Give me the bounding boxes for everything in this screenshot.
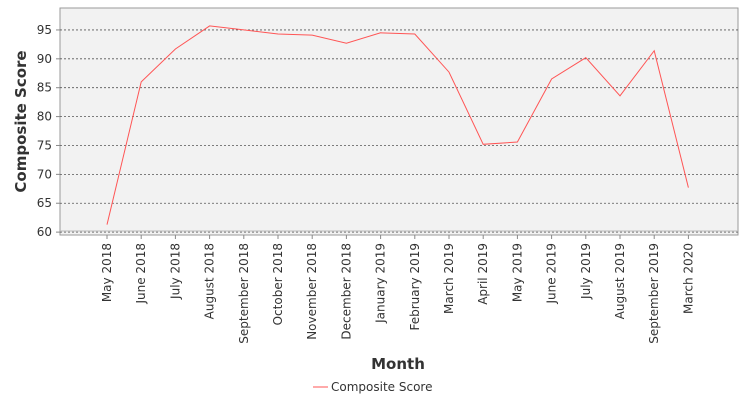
plot-background [59,7,739,236]
y-tick-label: 90 [37,52,52,66]
x-tick-label: June 2019 [545,243,559,305]
gridlines [60,29,738,233]
x-tick-label: November 2018 [305,243,319,340]
legend-label: Composite Score [331,380,432,394]
x-tick-label: March 2020 [681,243,695,314]
x-tick-label: July 2019 [579,243,593,300]
x-tick-label: June 2018 [134,243,148,305]
x-tick-label: May 2019 [510,243,524,302]
x-tick-label: May 2018 [100,243,114,302]
y-tick-label: 80 [37,110,52,124]
x-tick-label: August 2019 [613,243,627,319]
y-tick-label: 85 [37,81,52,95]
x-tick-label: February 2019 [408,243,422,331]
y-tick-label: 95 [37,23,52,37]
x-axis: May 2018 June 2018 July 2018 August 2018 Sep… [100,235,695,344]
y-tick-label: 65 [37,196,52,210]
y-tick-label: 75 [37,138,52,152]
y-tick-label: 70 [37,167,52,181]
series-line [106,25,689,225]
plot-area [59,7,739,236]
y-axis: 60 65 70 75 80 85 90 95 [37,23,60,239]
series-layer [106,25,689,225]
x-tick-label: July 2018 [168,243,182,300]
x-tick-label: March 2019 [442,243,456,314]
x-tick-label: December 2018 [339,243,353,340]
y-axis-title: Composite Score [12,50,30,192]
x-tick-label: August 2018 [203,243,217,319]
x-tick-label: September 2019 [647,243,661,344]
legend: Composite Score [313,380,432,394]
x-tick-label: October 2018 [271,243,285,325]
y-tick-label: 60 [37,225,52,239]
x-tick-label: January 2019 [374,243,388,324]
x-tick-label: September 2018 [237,243,251,344]
x-tick-label: April 2019 [476,243,490,305]
x-axis-title: Month [371,355,425,373]
